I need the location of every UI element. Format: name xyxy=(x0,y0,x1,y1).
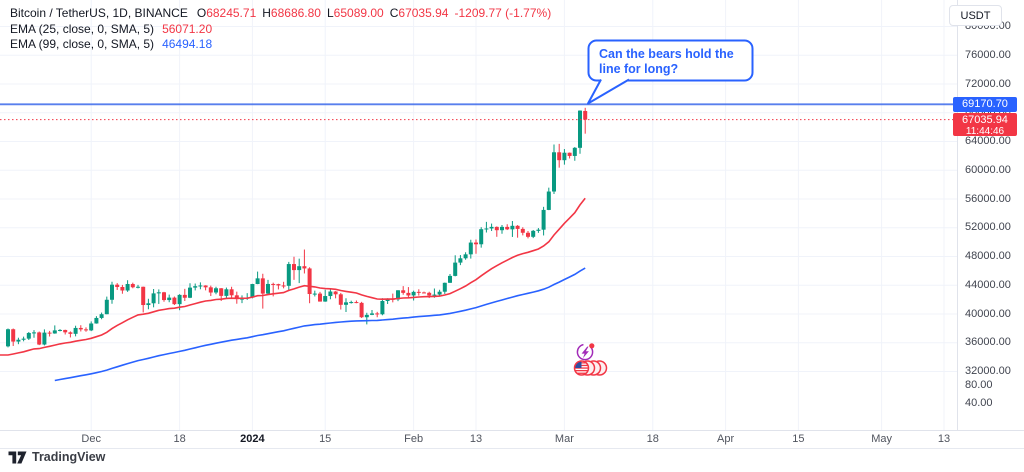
notification-dot-icon xyxy=(589,343,595,349)
ema99-value: 46494.18 xyxy=(162,37,213,51)
price-tick-label: 76000.00 xyxy=(965,48,1011,61)
indicator-legend-row-ema99[interactable]: EMA (99, close, 0, SMA, 5) 46494.18 xyxy=(10,37,551,53)
ema-99-line[interactable] xyxy=(54,267,586,382)
low-value: 65089.00 xyxy=(333,6,384,20)
high-label: H xyxy=(262,6,271,20)
callout-text-line2: line for long? xyxy=(599,62,678,76)
callout-bubble[interactable] xyxy=(587,39,754,82)
price-axis-separator xyxy=(957,0,958,430)
callout-text-line1: Can the bears hold the xyxy=(599,47,734,61)
legend: Bitcoin / TetherUS, 1D, BINANCE O68245.71… xyxy=(10,6,551,53)
price-tick-label: 64000.00 xyxy=(965,135,1011,147)
low-label: L xyxy=(326,6,334,20)
bar-close-countdown: 11:44:46 xyxy=(965,125,1005,137)
open-value: 68245.71 xyxy=(206,6,257,20)
change-value: -1209.77 (-1.77%) xyxy=(454,6,552,20)
close-value: 67035.94 xyxy=(398,6,449,20)
time-axis[interactable]: Dec 18 2024 15 Feb 13 Mar 18 Apr 15 May 13 xyxy=(0,430,1024,449)
price-axis[interactable]: 80000.0076000.0072000.0068000.0064000.00… xyxy=(958,0,1024,430)
close-label: C xyxy=(389,6,399,20)
ema25-label: EMA (25, close, 0, SMA, 5) xyxy=(10,21,155,36)
tradingview-logo-text: TradingView xyxy=(32,450,106,464)
time-tick-label: Dec xyxy=(81,433,101,445)
ema-25-line[interactable] xyxy=(0,197,586,356)
hline-price-tag: 69170.70 xyxy=(953,96,1017,112)
price-tick-label: 72000.00 xyxy=(965,77,1011,90)
currency-toggle-button[interactable]: USDT xyxy=(949,5,1002,26)
time-tick-label: Feb xyxy=(404,433,424,445)
flash-event-icon[interactable] xyxy=(576,343,595,361)
price-tick-label: 52000.00 xyxy=(965,221,1011,234)
time-tick-label: 15 xyxy=(319,433,332,445)
ema25-value: 56071.20 xyxy=(162,21,213,36)
price-tick-label: 48000.00 xyxy=(965,250,1011,262)
symbol-title: Bitcoin / TetherUS, 1D, BINANCE xyxy=(10,6,188,20)
last-price-value: 67035.94 xyxy=(962,113,1008,126)
tradingview-attribution[interactable]: TradingView xyxy=(8,450,105,464)
ohlc-values: O68245.71 H68686.80 L65089.00 C67035.94 -120… xyxy=(197,6,551,20)
time-tick-label: 18 xyxy=(173,433,186,445)
symbol-legend-row[interactable]: Bitcoin / TetherUS, 1D, BINANCE O68245.71… xyxy=(10,6,551,22)
time-tick-label: Mar xyxy=(554,433,574,445)
etf-coins-icon[interactable] xyxy=(573,360,608,376)
price-tick-label: 60000.00 xyxy=(965,163,1011,176)
price-tick-label: 40000.00 xyxy=(965,307,1011,320)
open-label: O xyxy=(196,6,207,20)
secondary-price-tick-label: 40.00 xyxy=(965,396,993,409)
tradingview-logo-icon xyxy=(8,451,27,463)
high-value: 68686.80 xyxy=(270,6,321,20)
ema99-label: EMA (99, close, 0, SMA, 5) xyxy=(10,37,155,51)
indicator-legend-row-ema25[interactable]: EMA (25, close, 0, SMA, 5) 56071.20 xyxy=(10,22,551,38)
last-price-tag: 67035.94 11:44:46 xyxy=(953,112,1017,137)
callout-annotation[interactable]: Can the bears hold the line for long? xyxy=(587,39,754,105)
price-tick-label: 44000.00 xyxy=(965,278,1011,291)
time-tick-label: 2024 xyxy=(240,433,265,445)
time-tick-label: May xyxy=(871,433,892,445)
us-flag-icon xyxy=(574,361,589,375)
secondary-price-tick-label: 80.00 xyxy=(965,378,993,391)
price-tick-label: 56000.00 xyxy=(965,192,1011,205)
grid-layer xyxy=(0,0,957,430)
time-tick-label: Apr xyxy=(717,433,735,445)
time-tick-label: 15 xyxy=(792,433,805,445)
time-tick-label: 18 xyxy=(646,433,659,445)
candlestick-series[interactable] xyxy=(6,107,588,348)
price-tick-label: 32000.00 xyxy=(965,365,1011,377)
time-tick-label: 13 xyxy=(937,433,951,445)
time-tick-label: 13 xyxy=(469,433,483,445)
price-tick-label: 36000.00 xyxy=(965,336,1011,349)
callout-tail xyxy=(587,78,630,105)
